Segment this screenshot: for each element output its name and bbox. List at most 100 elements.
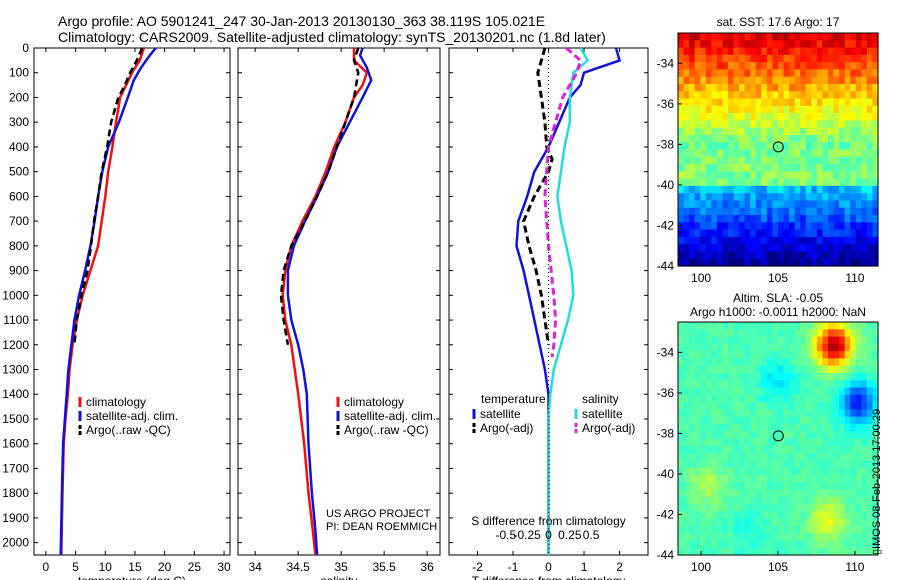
- heatmap-cell: [772, 200, 779, 209]
- heatmap-cell: [744, 438, 751, 447]
- x-tick-label: 25: [188, 560, 202, 574]
- heatmap-cell: [778, 171, 785, 180]
- heatmap-cell: [866, 127, 874, 136]
- heatmap-cell: [755, 336, 762, 345]
- heatmap-cell: [839, 431, 846, 440]
- heatmap-cell: [744, 258, 751, 267]
- heatmap-cell: [728, 229, 735, 238]
- heatmap-cell: [844, 438, 851, 447]
- heatmap-cell: [755, 258, 762, 267]
- heatmap-cell: [683, 445, 690, 454]
- heatmap-cell: [689, 343, 696, 352]
- heatmap-cell: [678, 322, 685, 330]
- heatmap-cell: [766, 113, 774, 121]
- heatmap-cell: [839, 244, 846, 253]
- heatmap-cell: [866, 511, 874, 520]
- heatmap-cell: [828, 91, 835, 100]
- y-tick-label: 1000: [2, 288, 29, 302]
- heatmap-cell: [683, 322, 690, 330]
- heatmap-cell: [683, 329, 690, 338]
- heatmap-cell: [805, 69, 812, 78]
- heatmap-cell: [694, 547, 701, 556]
- heatmap-cell: [678, 351, 685, 360]
- heatmap-cell: [811, 251, 818, 260]
- heatmap-cell: [766, 387, 774, 396]
- heatmap-cell: [855, 33, 862, 41]
- heatmap-cell: [811, 387, 818, 396]
- heatmap-cell: [805, 185, 812, 194]
- heatmap-cell: [739, 62, 746, 71]
- heatmap-cell: [872, 193, 879, 202]
- heatmap-cell: [805, 372, 812, 381]
- heatmap-cell: [789, 171, 796, 180]
- heatmap-cell: [755, 467, 762, 476]
- heatmap-cell: [861, 200, 868, 209]
- heatmap-cell: [872, 423, 879, 432]
- heatmap-cell: [761, 423, 768, 432]
- heatmap-cell: [828, 200, 835, 209]
- heatmap-cell: [761, 431, 768, 440]
- heatmap-cell: [805, 54, 812, 63]
- y-tick-label: 500: [9, 165, 29, 179]
- heatmap-cell: [761, 438, 768, 447]
- heatmap-cell: [822, 69, 829, 78]
- heatmap-cell: [828, 489, 835, 498]
- heatmap-cell: [755, 33, 762, 41]
- heatmap-cell: [866, 113, 874, 121]
- heatmap-cell: [711, 387, 718, 396]
- heatmap-cell: [811, 380, 818, 389]
- heatmap-cell: [744, 474, 751, 483]
- heatmap-cell: [805, 222, 812, 231]
- heatmap-cell: [761, 91, 768, 100]
- heatmap-cell: [744, 402, 751, 410]
- heatmap-cell: [750, 91, 757, 100]
- y-tick-label: 1200: [2, 338, 29, 352]
- heatmap-cell: [794, 351, 801, 360]
- heatmap-cell: [805, 547, 812, 556]
- heatmap-cell: [839, 258, 846, 267]
- heatmap-cell: [844, 394, 851, 403]
- heatmap-cell: [750, 171, 757, 180]
- heatmap-cell: [711, 142, 718, 151]
- heatmap-cell: [689, 33, 696, 41]
- heatmap-cell: [705, 40, 712, 49]
- heatmap-cell: [866, 460, 874, 469]
- heatmap-cell: [783, 171, 790, 180]
- heatmap-cell: [783, 467, 790, 476]
- heatmap-cell: [805, 402, 812, 410]
- heatmap-cell: [811, 33, 818, 41]
- heatmap-cell: [872, 91, 879, 100]
- heatmap-cell: [816, 62, 824, 71]
- heatmap-cell: [844, 149, 851, 158]
- heatmap-cell: [828, 409, 835, 418]
- heatmap-cell: [711, 171, 718, 180]
- heatmap-cell: [733, 431, 740, 440]
- heatmap-cell: [822, 178, 829, 187]
- heatmap-cell: [750, 215, 757, 223]
- x-tick-label: 0: [545, 560, 552, 574]
- heatmap-cell: [783, 547, 790, 556]
- heatmap-cell: [816, 171, 824, 180]
- heatmap-cell: [772, 402, 779, 410]
- heatmap-cell: [744, 229, 751, 238]
- y-tick-label: 700: [9, 214, 29, 228]
- heatmap-cell: [816, 178, 824, 187]
- heatmap-cell: [722, 120, 729, 129]
- heatmap-cell: [761, 504, 768, 512]
- heatmap-cell: [822, 222, 829, 231]
- heatmap-cell: [700, 409, 707, 418]
- heatmap-cell: [689, 134, 696, 143]
- heatmap-cell: [872, 496, 879, 505]
- heatmap-cell: [711, 164, 718, 172]
- heatmap-cell: [689, 156, 696, 165]
- heatmap-cell: [683, 336, 690, 345]
- heatmap-cell: [789, 453, 796, 461]
- heatmap-cell: [722, 222, 729, 231]
- heatmap-cell: [711, 229, 718, 238]
- heatmap-cell: [872, 171, 879, 180]
- heatmap-cell: [689, 329, 696, 338]
- heatmap-cell: [805, 358, 812, 367]
- heatmap-cell: [766, 33, 774, 41]
- heatmap-cell: [800, 142, 807, 151]
- heatmap-cell: [711, 47, 718, 56]
